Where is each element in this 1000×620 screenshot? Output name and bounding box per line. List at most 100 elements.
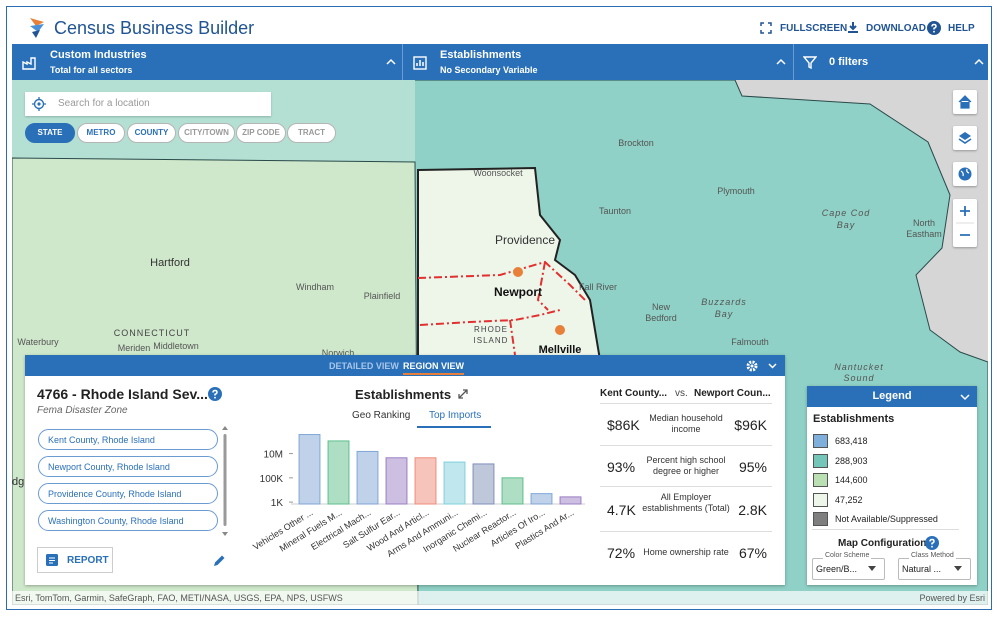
panel-controls[interactable] [745,359,779,373]
map-label: dg [12,476,24,488]
report-icon [46,554,58,566]
map-label: Meriden [118,343,151,353]
legend-label: 47,252 [835,494,863,505]
home-button[interactable] [953,90,977,114]
separator [600,403,772,404]
county-item[interactable]: Newport County, Rhode Island [38,456,218,477]
collapse-icon[interactable] [974,58,984,66]
variable-title[interactable]: Establishments [440,49,522,61]
map-label: Newport [494,285,542,299]
map-label: Brockton [618,138,654,148]
locate-icon[interactable] [32,97,46,111]
geo-level-button[interactable]: COUNTY [127,123,176,143]
help-icon[interactable] [927,21,941,35]
geo-level-button[interactable]: CITY/TOWN [178,123,235,143]
y-tick-label: 100K [260,474,284,485]
industries-subtitle: Total for all sectors [50,65,133,75]
compare-value: 95% [738,459,767,475]
legend-label: Not Available/Suppressed [835,514,938,524]
legend-swatch [813,453,828,468]
county-item[interactable]: Washington County, Rhode Island [38,510,218,531]
compare-label: Home ownership rate [643,547,729,557]
industries-title[interactable]: Custom Industries [50,49,147,61]
variable-subtitle: No Secondary Variable [440,65,538,75]
chart-tab[interactable]: Top Imports [429,410,482,421]
app-title: Census Business Builder [54,18,255,38]
map-label: North [913,218,935,228]
separator [812,529,959,530]
map-label: ISLAND [474,336,509,345]
compare-row: 72% Home ownership rate 67% [600,532,772,572]
zoom-control[interactable] [953,199,977,247]
geo-level-button[interactable]: ZIP CODE [236,123,286,143]
compare-label: All Employer establishments (Total) [642,492,730,513]
edit-icon[interactable] [212,554,226,568]
expand-icon[interactable] [457,388,469,400]
download-icon[interactable] [847,21,859,34]
select-value: Natural ... [902,564,942,574]
region-view-tab[interactable]: REGION VIEW [403,361,465,375]
legend-variable: Establishments [813,413,895,425]
variable-icon [413,56,427,70]
fullscreen-icon[interactable] [760,22,772,34]
attribution: Esri, TomTom, Garmin, SafeGraph, FAO, ME… [15,593,343,603]
geo-level-button[interactable]: TRACT [287,123,336,143]
select-label: Class Method [909,552,956,559]
compare-row: $86K Median household income $96K [600,405,772,446]
help-link[interactable]: HELP [948,23,975,34]
map-label: Providence [495,233,555,247]
legend-swatch [813,512,828,526]
compare-value: $86K [607,417,640,433]
compare-right[interactable]: Newport Coun... [694,388,771,399]
bar [414,457,437,505]
report-button[interactable] [37,547,113,573]
filter-icon [803,56,817,69]
county-item[interactable]: Providence County, Rhode Island [38,483,218,504]
layers-button[interactable] [953,126,977,150]
collapse-icon[interactable] [386,58,396,66]
panel-header [25,355,785,376]
map-label: Woonsocket [473,168,523,178]
detailed-view-tab[interactable]: DETAILED VIEW [329,361,399,371]
frame [6,6,992,610]
bar [472,463,495,505]
region-subtitle: Fema Disaster Zone [37,405,128,416]
bar [501,477,524,505]
basemap-button[interactable] [953,162,977,186]
bar [443,461,466,505]
help-icon[interactable] [208,387,222,401]
geo-level-button[interactable]: STATE [25,123,75,143]
map-label: Nantucket [834,362,884,372]
fullscreen-link[interactable]: FULLSCREEN [780,23,848,34]
collapse-icon[interactable] [960,393,970,401]
county-item[interactable]: Kent County, Rhode Island [38,429,218,450]
map-label: Cape Cod [822,208,871,218]
help-icon[interactable] [925,536,939,550]
scrollbar[interactable] [221,424,229,538]
filters[interactable]: 0 filters [829,56,869,68]
compare-vs: vs. [675,388,688,399]
compare-left[interactable]: Kent County... [600,388,668,399]
region-title: 4766 - Rhode Island Sev... [37,386,208,402]
map-label: RHODE [474,325,508,334]
geo-level-button[interactable]: METRO [77,123,125,143]
attribution-bar [12,591,988,605]
map-label: Hartford [150,257,190,269]
select-label: Color Scheme [823,552,872,559]
legend-panel [807,386,977,585]
map-label: Eastham [906,229,942,239]
chart-tab[interactable]: Geo Ranking [352,410,411,421]
download-link[interactable]: DOWNLOAD [866,23,926,34]
search-box[interactable] [25,92,271,116]
map-label: Sound [843,373,874,383]
divider [793,44,794,80]
legend-title: Legend [872,390,912,402]
compare-value: $96K [734,417,767,433]
attribution: Powered by Esri [919,593,985,603]
map-label: Taunton [599,206,631,216]
config-title: Map Configuration [838,538,927,549]
compare-label: Percent high school degree or higher [646,455,726,476]
collapse-icon[interactable] [776,58,786,66]
